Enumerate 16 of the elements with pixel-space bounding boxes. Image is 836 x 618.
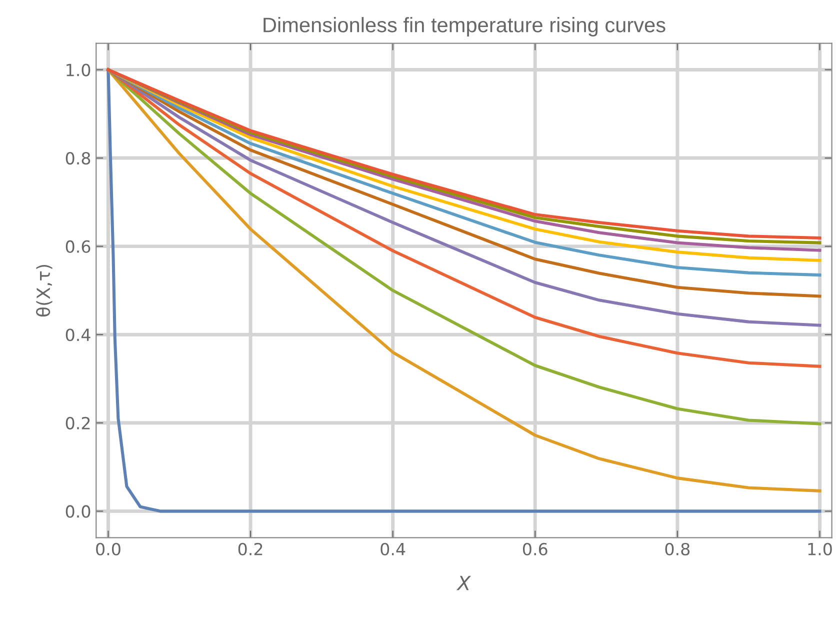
y-axis-title: θ(X,τ) bbox=[36, 264, 52, 317]
x-axis-title: X bbox=[456, 576, 471, 590]
x-tick-label: 0.6 bbox=[522, 542, 548, 556]
x-tick-label: 0.4 bbox=[380, 542, 406, 556]
x-tick-label: 0.0 bbox=[96, 542, 120, 556]
y-tick-label: 1.0 bbox=[66, 64, 90, 76]
chart-title: Dimensionless fin temperature rising curves bbox=[264, 17, 666, 36]
x-tick-label: 0.2 bbox=[238, 542, 262, 556]
y-tick-label: 0.2 bbox=[66, 416, 90, 430]
y-tick-label: 0.4 bbox=[66, 328, 90, 342]
y-tick-label: 0.6 bbox=[66, 240, 90, 253]
y-tick-label: 0.0 bbox=[66, 505, 90, 518]
x-tick-label: 1.0 bbox=[808, 542, 832, 556]
y-tick-label: 0.8 bbox=[66, 152, 90, 165]
x-tick-label: 0.8 bbox=[665, 542, 690, 556]
line-series bbox=[106, 68, 822, 426]
